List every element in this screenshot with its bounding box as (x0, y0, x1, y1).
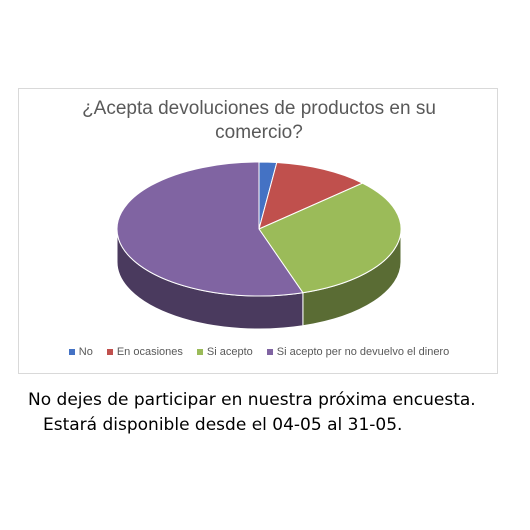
legend-item-0: No (68, 346, 93, 358)
chart-title: ¿Acepta devoluciones de productos en su c… (82, 98, 436, 143)
legend-label-3: Si acepto per no devuelvo el dinero (276, 346, 450, 358)
legend-swatch-0 (68, 349, 75, 355)
legend-label-1: En ocasiones (116, 346, 183, 358)
chart-legend: No En ocasiones Si acepto Si acepto per no … (19, 346, 499, 358)
chart-container: ¿Acepta devoluciones de productos en su c… (18, 88, 498, 374)
legend-label-0: No (78, 346, 93, 358)
pie-slice-1 (258, 162, 364, 230)
legend-swatch-1 (106, 349, 113, 355)
footer-line-2: Estará disponible desde el 04-05 al 31-0… (43, 415, 403, 435)
legend-item-2: Si acepto (196, 346, 253, 358)
pie-chart (116, 161, 402, 330)
legend-swatch-2 (196, 349, 203, 355)
pie-slice-2 (258, 182, 402, 294)
legend-item-3: Si acepto per no devuelvo el dinero (266, 346, 450, 358)
legend-item-1: En ocasiones (106, 346, 183, 358)
legend-label-2: Si acepto (206, 346, 253, 358)
legend-swatch-3 (266, 349, 273, 355)
footer-line-1: No dejes de participar en nuestra próxim… (28, 390, 476, 410)
pie-slice-3 (116, 161, 304, 297)
